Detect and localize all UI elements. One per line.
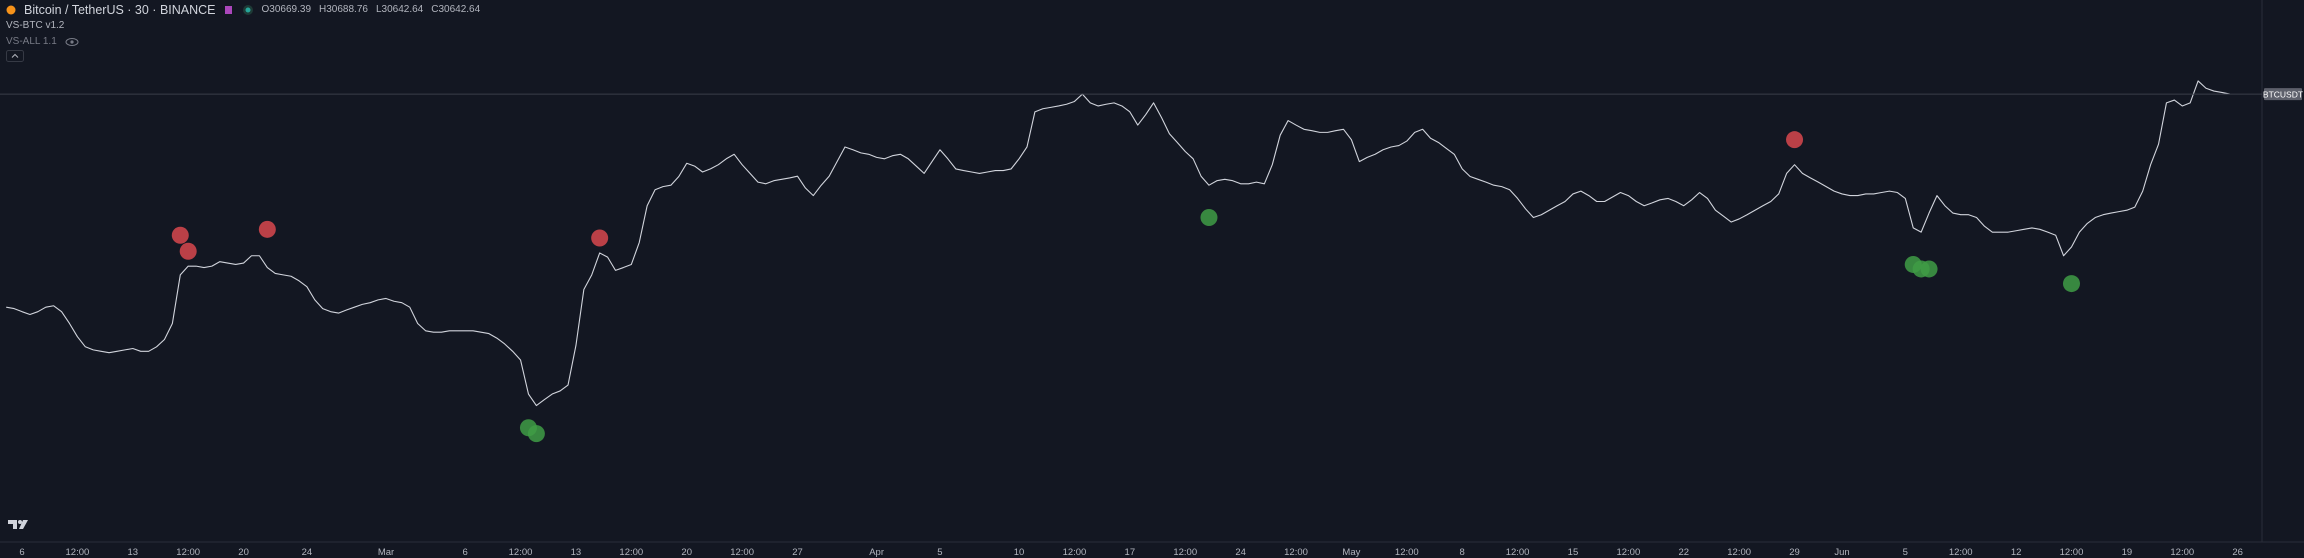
x-tick-label: Apr: [869, 547, 884, 558]
x-tick-label: 24: [1235, 547, 1246, 558]
x-tick-label: 12:00: [66, 547, 90, 558]
indicator-label[interactable]: VS-BTC v1.2: [6, 20, 65, 31]
symbol-row: Bitcoin / TetherUS · 30 · BINANCE O30669…: [6, 2, 480, 18]
x-tick-label: 29: [1789, 547, 1800, 558]
x-tick-label: 6: [19, 547, 24, 558]
indicator-row: VS-BTC v1.2: [6, 18, 480, 34]
x-tick-label: 5: [937, 547, 942, 558]
signal-marker: [258, 220, 276, 238]
x-tick-label: 6: [463, 547, 468, 558]
x-tick-label: 13: [571, 547, 582, 558]
signal-marker: [1920, 260, 1938, 278]
x-tick-label: 10: [1014, 547, 1025, 558]
x-tick-label: 12:00: [1506, 547, 1530, 558]
signal-marker: [1786, 131, 1804, 149]
ohlc-low: L30642.64: [375, 4, 424, 15]
x-tick-label: 24: [302, 547, 313, 558]
x-tick-label: Mar: [378, 547, 394, 558]
price-tag-bg: [2264, 88, 2302, 101]
x-tick-label: 12:00: [1173, 547, 1197, 558]
x-tick-label: 17: [1125, 547, 1136, 558]
x-tick-label: 12:00: [619, 547, 643, 558]
x-tick-label: 22: [1678, 547, 1689, 558]
eye-icon[interactable]: [65, 37, 79, 47]
x-tick-label: 20: [681, 547, 692, 558]
x-tick-label: 12:00: [1727, 547, 1751, 558]
x-tick-label: 20: [238, 547, 249, 558]
symbol-title[interactable]: Bitcoin / TetherUS · 30 · BINANCE: [24, 3, 216, 17]
x-tick-label: 12:00: [509, 547, 533, 558]
x-tick-label: 5: [1903, 547, 1908, 558]
x-tick-label: May: [1342, 547, 1360, 558]
ohlc-open: O30669.39: [261, 4, 312, 15]
signal-marker: [171, 226, 189, 244]
tv-logo[interactable]: [8, 520, 28, 529]
collapse-row: [6, 50, 480, 62]
x-tick-label: 12:00: [1063, 547, 1087, 558]
x-tick-label: 12:00: [1395, 547, 1419, 558]
flag-icon[interactable]: [224, 5, 234, 15]
x-tick-label: 12:00: [730, 547, 754, 558]
x-tick-label: 27: [792, 547, 803, 558]
signal-marker: [1200, 209, 1218, 227]
status-icon: [242, 5, 253, 15]
indicator-row: VS-ALL 1.1: [6, 34, 480, 50]
x-tick-label: 15: [1568, 547, 1579, 558]
collapse-button[interactable]: [6, 50, 24, 62]
price-line: [6, 80, 2230, 407]
x-tick-label: 26: [2232, 547, 2243, 558]
signal-marker: [591, 229, 609, 247]
price-tag: BTCUSDT: [2263, 90, 2303, 100]
x-tick-label: 12:00: [2170, 547, 2194, 558]
coin-icon: [6, 5, 16, 15]
x-tick-label: 12:00: [1284, 547, 1308, 558]
ohlc-close: C30642.64: [431, 4, 481, 15]
x-tick-label: 8: [1460, 547, 1465, 558]
x-tick-label: Jun: [1834, 547, 1849, 558]
x-tick-label: 19: [2122, 547, 2133, 558]
legend-header: Bitcoin / TetherUS · 30 · BINANCE O30669…: [6, 2, 480, 62]
x-tick-label: 12:00: [176, 547, 200, 558]
x-tick-label: 12:00: [2060, 547, 2084, 558]
x-tick-label: 12:00: [1949, 547, 1973, 558]
x-tick-label: 13: [128, 547, 139, 558]
signal-marker: [2062, 275, 2080, 293]
ohlc-high: H30688.76: [319, 4, 368, 15]
x-tick-label: 12:00: [1616, 547, 1640, 558]
signal-marker: [179, 242, 197, 260]
indicator-label[interactable]: VS-ALL 1.1: [6, 36, 57, 47]
signal-marker: [527, 425, 545, 443]
x-tick-label: 12: [2011, 547, 2022, 558]
